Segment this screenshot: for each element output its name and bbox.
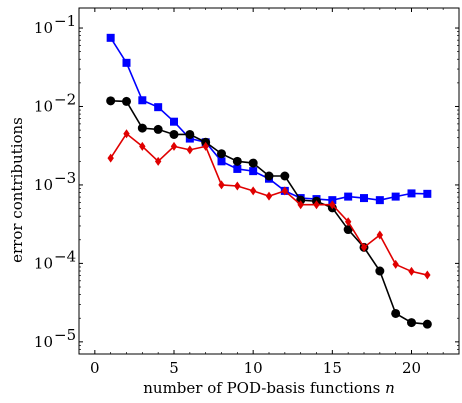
data-point-square bbox=[249, 167, 258, 176]
data-point-square bbox=[154, 103, 163, 112]
y-tick-exponent: −2 bbox=[54, 90, 76, 108]
data-point-circle bbox=[343, 225, 353, 235]
data-point-diamond bbox=[360, 242, 368, 252]
data-point-diamond bbox=[154, 156, 162, 166]
data-point-diamond bbox=[408, 266, 415, 276]
data-point-square bbox=[423, 189, 432, 198]
y-axis-label: error contributions bbox=[8, 117, 26, 263]
x-tick-label: 15 bbox=[323, 359, 342, 377]
data-point-circle bbox=[391, 308, 401, 318]
data-point-circle bbox=[407, 318, 416, 328]
data-point-diamond bbox=[424, 270, 431, 280]
x-axis-label-var: n bbox=[385, 379, 395, 397]
data-point-square bbox=[407, 189, 416, 198]
data-point-square bbox=[138, 96, 147, 105]
y-tick-base: 10 bbox=[34, 254, 53, 272]
data-point-diamond bbox=[297, 200, 304, 210]
data-point-square bbox=[233, 164, 242, 173]
data-point-square bbox=[328, 196, 337, 205]
data-point-diamond bbox=[139, 141, 146, 151]
data-point-square bbox=[217, 157, 226, 166]
data-point-diamond bbox=[265, 191, 273, 201]
data-point-diamond bbox=[186, 145, 194, 155]
data-point-circle bbox=[106, 96, 116, 106]
data-point-diamond bbox=[202, 141, 209, 151]
data-point-circle bbox=[280, 171, 290, 181]
data-point-square bbox=[360, 194, 368, 203]
y-tick-exponent: −1 bbox=[54, 12, 76, 30]
data-point-square bbox=[375, 196, 384, 205]
data-point-diamond bbox=[281, 186, 289, 196]
y-tick-label: 10 bbox=[34, 19, 53, 37]
y-tick-label: 10 bbox=[34, 254, 53, 272]
data-point-circle bbox=[264, 171, 274, 181]
data-point-square bbox=[170, 117, 178, 126]
data-point-circle bbox=[375, 266, 385, 276]
data-point-circle bbox=[153, 124, 163, 134]
y-tick-label: 10 bbox=[34, 176, 53, 194]
data-point-circle bbox=[232, 156, 242, 166]
x-axis-label: number of POD-basis functions n bbox=[143, 379, 395, 397]
data-point-diamond bbox=[123, 129, 130, 139]
data-point-circle bbox=[248, 158, 258, 168]
x-tick-label: 10 bbox=[244, 359, 263, 377]
y-tick-label: 10 bbox=[34, 97, 53, 115]
data-point-square bbox=[391, 192, 400, 201]
data-point-circle bbox=[169, 129, 179, 139]
data-point-diamond bbox=[249, 186, 257, 196]
data-point-diamond bbox=[329, 200, 336, 210]
data-point-circle bbox=[137, 123, 147, 133]
x-axis-label-text: number of POD-basis functions bbox=[143, 379, 385, 397]
data-point-square bbox=[122, 58, 131, 67]
data-point-diamond bbox=[234, 181, 241, 191]
data-point-circle bbox=[217, 149, 226, 159]
y-tick-base: 10 bbox=[34, 176, 53, 194]
data-point-diamond bbox=[344, 217, 352, 227]
data-point-square bbox=[344, 192, 353, 201]
x-tick-label: 20 bbox=[402, 359, 421, 377]
data-point-circle bbox=[122, 96, 131, 106]
y-tick-label: 10 bbox=[34, 333, 53, 351]
y-tick-exponent: −5 bbox=[54, 326, 76, 344]
y-tick-exponent: −3 bbox=[54, 169, 76, 187]
data-point-circle bbox=[185, 129, 195, 139]
data-point-diamond bbox=[313, 200, 320, 210]
y-tick-base: 10 bbox=[34, 333, 53, 351]
series-diamond bbox=[107, 129, 431, 280]
x-tick-label: 0 bbox=[90, 359, 100, 377]
data-point-diamond bbox=[107, 153, 114, 163]
data-point-diamond bbox=[218, 180, 225, 190]
data-point-circle bbox=[422, 319, 432, 329]
y-tick-exponent: −4 bbox=[54, 247, 76, 265]
y-tick-base: 10 bbox=[34, 97, 53, 115]
data-point-diamond bbox=[376, 230, 384, 240]
data-point-diamond bbox=[170, 141, 178, 151]
x-tick-label: 5 bbox=[169, 359, 179, 377]
data-point-diamond bbox=[392, 259, 399, 269]
y-tick-base: 10 bbox=[34, 19, 53, 37]
data-point-square bbox=[106, 33, 115, 42]
